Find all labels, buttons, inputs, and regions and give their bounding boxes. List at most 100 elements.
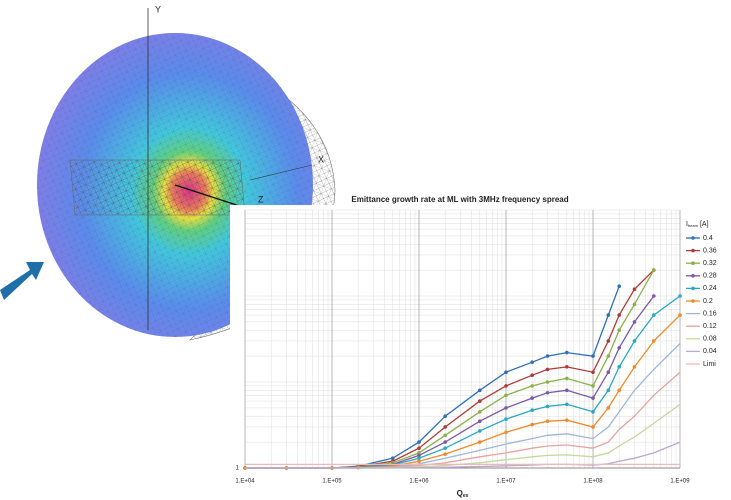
data-point xyxy=(607,339,611,343)
data-point xyxy=(478,429,482,433)
data-point xyxy=(443,414,447,418)
data-point xyxy=(652,294,656,298)
x-tick-label: 1.E+07 xyxy=(496,479,516,485)
legend-label: 0.2 xyxy=(703,298,713,305)
data-point xyxy=(504,370,508,374)
legend-label: Limi xyxy=(703,361,716,368)
legend-marker xyxy=(691,274,695,278)
data-point xyxy=(417,459,421,463)
data-point xyxy=(504,417,508,421)
data-point xyxy=(530,408,534,412)
data-point xyxy=(565,403,569,407)
data-point xyxy=(591,384,595,388)
data-point xyxy=(617,365,621,369)
legend-label: 0.36 xyxy=(703,247,717,254)
legend-title-subscript: beam xyxy=(688,223,699,228)
axis-label: X xyxy=(318,154,324,164)
data-point xyxy=(546,419,550,423)
data-point xyxy=(617,346,621,350)
data-point xyxy=(478,410,482,414)
data-point xyxy=(565,351,569,355)
data-point xyxy=(565,377,569,381)
legend-label: 0.16 xyxy=(703,310,717,317)
data-point xyxy=(530,423,534,427)
data-point xyxy=(530,396,534,400)
data-point xyxy=(617,284,621,288)
data-point xyxy=(443,446,447,450)
legend-label: 0.24 xyxy=(703,285,717,292)
data-point xyxy=(504,431,508,435)
legend-label: 0.04 xyxy=(703,348,717,355)
data-point xyxy=(478,440,482,444)
legend-marker xyxy=(691,261,695,265)
legend-label: 0.32 xyxy=(703,260,717,267)
data-point xyxy=(652,339,656,343)
data-point xyxy=(478,389,482,393)
x-tick-label: 1.E+08 xyxy=(583,479,603,485)
data-point xyxy=(633,320,637,324)
data-point xyxy=(504,384,508,388)
data-point xyxy=(478,399,482,403)
data-point xyxy=(591,396,595,400)
x-tick-label: 1.E+05 xyxy=(322,479,342,485)
data-point xyxy=(546,405,550,409)
data-point xyxy=(443,434,447,438)
legend-marker xyxy=(691,299,695,303)
chart-title: Emittance growth rate at ML with 3MHz fr… xyxy=(351,195,568,204)
data-point xyxy=(607,406,611,410)
data-point xyxy=(607,389,611,393)
legend-label: 0.08 xyxy=(703,336,717,343)
x-tick-label: 1.E+06 xyxy=(409,479,429,485)
data-point xyxy=(633,339,637,343)
data-point xyxy=(617,389,621,393)
data-point xyxy=(633,287,637,291)
data-point xyxy=(478,419,482,423)
legend-label: 0.12 xyxy=(703,323,717,330)
legend-marker xyxy=(691,287,695,291)
arrow-icon xyxy=(0,262,44,300)
legend-label: 0.4 xyxy=(703,235,713,242)
data-point xyxy=(546,368,550,372)
data-point xyxy=(530,373,534,377)
data-point xyxy=(565,365,569,369)
data-point xyxy=(678,294,682,298)
data-point xyxy=(633,303,637,307)
data-point xyxy=(546,391,550,395)
data-point xyxy=(607,313,611,317)
x-label-subscript: ex xyxy=(463,493,469,499)
data-point xyxy=(652,313,656,317)
data-point xyxy=(417,446,421,450)
data-point xyxy=(530,360,534,364)
data-point xyxy=(617,313,621,317)
axis-label: Y xyxy=(155,4,161,14)
beam-pipe xyxy=(70,160,245,215)
data-point xyxy=(617,328,621,332)
data-point xyxy=(530,384,534,388)
axis-label: Z xyxy=(258,194,264,204)
data-point xyxy=(565,418,569,422)
data-point xyxy=(652,268,656,272)
data-point xyxy=(565,389,569,393)
legend-marker xyxy=(691,249,695,253)
data-point xyxy=(417,440,421,444)
data-point xyxy=(607,354,611,358)
data-point xyxy=(546,354,550,358)
data-point xyxy=(591,370,595,374)
data-point xyxy=(443,425,447,429)
data-point xyxy=(591,425,595,429)
legend-marker xyxy=(691,236,695,240)
chart-background xyxy=(230,205,731,500)
data-point xyxy=(443,452,447,456)
x-tick-label: 1.E+04 xyxy=(235,479,255,485)
data-point xyxy=(546,380,550,384)
data-point xyxy=(443,440,447,444)
legend-title-unit: [A] xyxy=(700,221,709,228)
page: {"scene": {"axis_labels": ["Y", "Z", "X"… xyxy=(0,0,731,500)
x-tick-label: 1.E+09 xyxy=(670,479,690,485)
data-point xyxy=(504,394,508,398)
data-point xyxy=(591,410,595,414)
data-point xyxy=(591,354,595,358)
legend-label: 0.28 xyxy=(703,273,717,280)
data-point xyxy=(633,365,637,369)
figure: Y Z X Emittance growth rate at ML with 3… xyxy=(0,0,731,500)
